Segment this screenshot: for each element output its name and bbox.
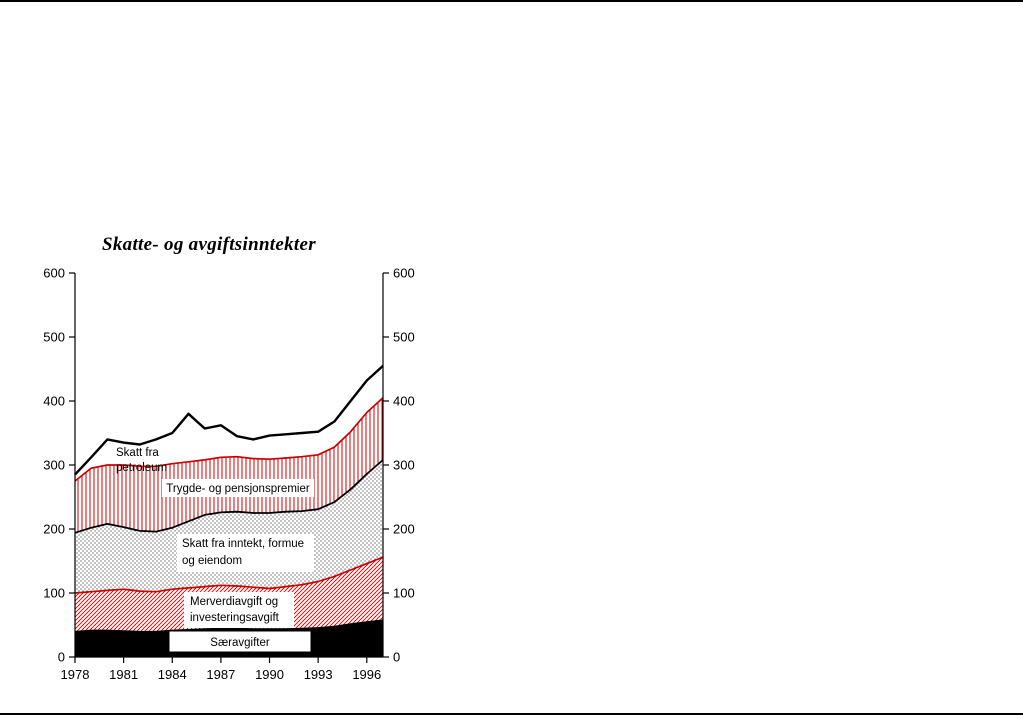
y-tick-label-right: 500 (393, 330, 415, 345)
y-tick-label-right: 600 (393, 266, 415, 281)
y-tick-label-left: 200 (43, 522, 65, 537)
x-tick-label: 1987 (206, 667, 235, 682)
label-merverdiavgift: investeringsavgift (190, 612, 280, 624)
label-trygde-og-pensjonspremier-box (162, 479, 314, 497)
label-merverdiavgift-box (184, 592, 294, 628)
label-skatt-fra-petroleum: petroleum (116, 462, 167, 474)
area-trygde (75, 397, 383, 533)
y-tick-label-right: 100 (393, 586, 415, 601)
y-tick-label-left: 300 (43, 458, 65, 473)
x-tick-label: 1984 (158, 667, 187, 682)
edge-merverdiavgift (74, 556, 384, 594)
x-tick-label: 1978 (61, 667, 90, 682)
label-skatt-fra-inntekt: Skatt fra inntekt, formue (182, 538, 304, 550)
edge-skatt-inntekt (74, 459, 384, 534)
bottom-rule (0, 713, 1023, 715)
y-tick-label-right: 200 (393, 522, 415, 537)
y-tick-label-left: 600 (43, 266, 65, 281)
y-tick-label-left: 0 (58, 650, 65, 665)
x-tick-label: 1981 (109, 667, 138, 682)
y-tick-label-left: 100 (43, 586, 65, 601)
label-saeravgifter-box (168, 630, 312, 653)
label-skatt-fra-inntekt-box (177, 534, 314, 572)
label-merverdiavgift: Merverdiavgift og (190, 596, 278, 608)
x-tick-label: 1996 (352, 667, 381, 682)
y-tick-label-left: 500 (43, 330, 65, 345)
edge-saeravgifter (74, 619, 384, 632)
y-tick-label-left: 400 (43, 394, 65, 409)
y-tick-label-right: 400 (393, 394, 415, 409)
label-skatt-fra-inntekt: og eiendom (182, 555, 242, 567)
label-saeravgifter: Særavgifter (210, 637, 270, 649)
y-tick-label-right: 0 (393, 650, 400, 665)
top-rule (0, 0, 1023, 2)
x-tick-label: 1990 (255, 667, 284, 682)
x-tick-label: 1993 (304, 667, 333, 682)
label-trygde-og-pensjonspremier: Trygde- og pensjonspremier (166, 483, 310, 495)
label-skatt-fra-petroleum: Skatt fra (116, 447, 159, 459)
y-tick-label-right: 300 (393, 458, 415, 473)
edge-petroleum (74, 364, 384, 476)
area-petroleum (75, 365, 383, 481)
edge-trygde (74, 397, 384, 482)
chart-title: Skatte- og avgiftsinntekter (102, 234, 316, 255)
